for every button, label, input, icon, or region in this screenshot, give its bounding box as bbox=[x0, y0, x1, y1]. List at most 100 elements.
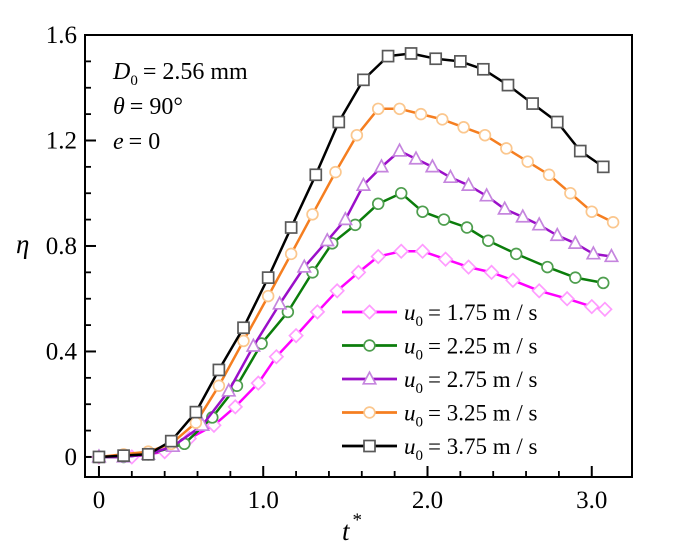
diamond-marker bbox=[437, 251, 454, 267]
circle-marker bbox=[521, 155, 534, 168]
triangle-marker bbox=[373, 158, 390, 173]
square-marker bbox=[164, 434, 178, 448]
triangle-marker bbox=[549, 226, 565, 242]
x-tick-label: 2.0 bbox=[412, 487, 443, 514]
plot-frame bbox=[84, 34, 633, 478]
diamond-marker bbox=[559, 290, 575, 307]
diamond-marker bbox=[583, 298, 600, 315]
circle-marker bbox=[350, 128, 364, 142]
x-tick-label: 0 bbox=[93, 487, 106, 514]
triangle-marker bbox=[585, 245, 602, 260]
legend-row: u0 = 2.75 m / s bbox=[342, 367, 538, 397]
square-marker bbox=[237, 321, 250, 335]
circle-marker bbox=[416, 205, 429, 218]
circle-marker bbox=[569, 271, 582, 284]
square-marker bbox=[526, 97, 539, 110]
legend-row: u0 = 3.75 m / s bbox=[342, 434, 538, 464]
legend: u0 = 1.75 m / s u0 = 2.25 m / su0 = 2.75 m /… bbox=[342, 300, 538, 464]
circle-marker bbox=[597, 276, 610, 290]
circle-marker bbox=[371, 197, 385, 211]
square-marker bbox=[357, 73, 370, 87]
square-marker bbox=[550, 115, 564, 129]
circle-marker bbox=[541, 260, 554, 274]
diamond-marker bbox=[505, 272, 521, 289]
diamond-marker bbox=[250, 375, 267, 391]
square-marker bbox=[404, 47, 418, 60]
triangle-marker bbox=[355, 176, 372, 191]
circle-marker bbox=[306, 208, 319, 221]
legend-row: u0 = 2.25 m / s bbox=[342, 334, 538, 364]
diamond-marker bbox=[206, 417, 222, 434]
circle-marker bbox=[542, 168, 556, 182]
diamond-marker bbox=[370, 248, 387, 265]
triangle-marker bbox=[515, 208, 531, 223]
square-marker bbox=[141, 447, 155, 461]
circle-marker bbox=[509, 247, 523, 261]
square-marker bbox=[573, 144, 587, 158]
diamond-marker bbox=[393, 243, 410, 260]
diamond-marker bbox=[309, 304, 326, 320]
circle-marker bbox=[393, 102, 406, 116]
legend-label: u0 = 2.25 m / s bbox=[404, 334, 538, 364]
y-tick-label: 1.2 bbox=[46, 127, 77, 154]
square-marker bbox=[381, 49, 395, 63]
diamond-marker bbox=[483, 264, 500, 281]
annotation-block: D0 = 2.56 mm θ = 90° e = 0 bbox=[112, 59, 248, 155]
y-tick-label: 0 bbox=[65, 444, 78, 471]
circle-marker bbox=[329, 165, 342, 179]
square-marker bbox=[92, 450, 106, 464]
square-marker bbox=[284, 221, 298, 234]
triangle-marker bbox=[296, 258, 312, 273]
triangle-marker bbox=[361, 370, 378, 385]
square-marker bbox=[596, 160, 610, 174]
triangle-marker bbox=[319, 232, 335, 247]
square-marker bbox=[309, 168, 323, 182]
circle-marker bbox=[237, 334, 250, 348]
annotation-line: θ = 90° bbox=[113, 94, 183, 120]
circle-marker bbox=[284, 247, 298, 261]
diamond-marker bbox=[329, 283, 345, 299]
diamond-marker bbox=[531, 283, 547, 299]
circle-marker bbox=[500, 142, 513, 155]
legend-label: u0 = 3.25 m / s bbox=[404, 401, 538, 431]
axis-tick-labels: 0 1.0 2.0 3.0 0 0.4 0.8 1.2 1.6 bbox=[46, 22, 608, 514]
square-marker bbox=[429, 52, 443, 66]
series-03.75 bbox=[92, 47, 610, 464]
square-marker bbox=[117, 449, 130, 462]
series-line bbox=[97, 52, 605, 459]
annotation-line: D0 = 2.56 mm bbox=[112, 59, 248, 89]
annotation-line: e = 0 bbox=[113, 129, 160, 155]
triangle-marker bbox=[603, 247, 620, 263]
x-tick-label: 1.0 bbox=[248, 487, 279, 514]
diamond-marker bbox=[288, 327, 304, 344]
circle-marker bbox=[371, 102, 385, 116]
y-axis-label: η bbox=[16, 229, 29, 259]
circle-marker bbox=[585, 205, 599, 218]
circle-marker bbox=[482, 234, 495, 247]
diamond-marker bbox=[361, 304, 378, 320]
circle-marker bbox=[457, 121, 470, 134]
triangle-marker bbox=[479, 187, 495, 202]
y-tick-label: 1.6 bbox=[46, 22, 77, 49]
square-marker bbox=[501, 78, 515, 92]
square-marker bbox=[189, 405, 203, 419]
triangle-marker bbox=[497, 200, 513, 215]
series-03.25 bbox=[92, 102, 620, 464]
triangle-marker bbox=[408, 150, 424, 165]
circle-marker bbox=[437, 213, 451, 226]
circle-marker bbox=[394, 186, 408, 200]
diamond-marker bbox=[350, 264, 367, 281]
circle-marker bbox=[189, 416, 203, 429]
square-marker bbox=[363, 439, 376, 453]
legend-label: u0 = 1.75 m / s bbox=[404, 300, 538, 330]
square-marker bbox=[261, 271, 275, 284]
circle-marker bbox=[564, 186, 577, 200]
triangle-marker bbox=[424, 158, 441, 173]
square-marker bbox=[212, 363, 226, 377]
circle-marker bbox=[460, 221, 474, 234]
diamond-marker bbox=[227, 399, 244, 415]
y-tick-label: 0.4 bbox=[46, 338, 78, 365]
circle-marker bbox=[212, 379, 226, 393]
